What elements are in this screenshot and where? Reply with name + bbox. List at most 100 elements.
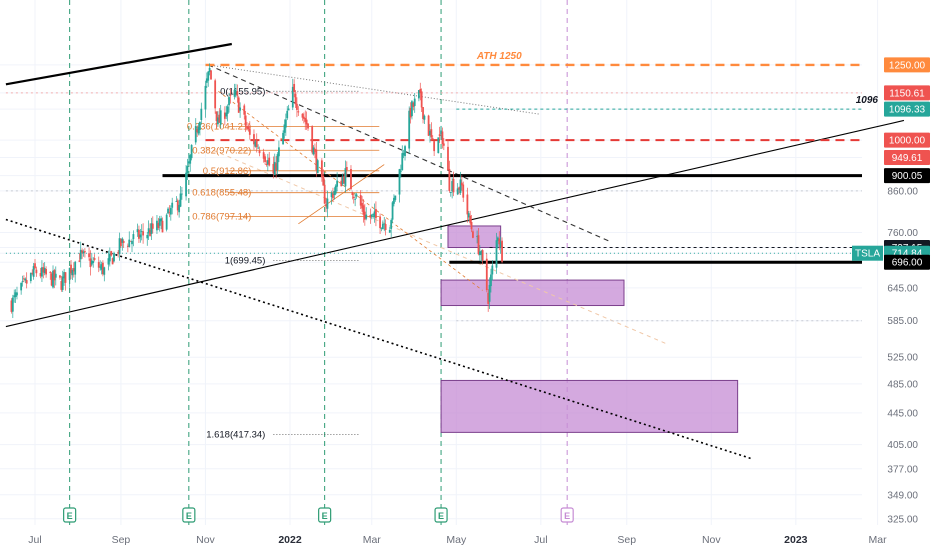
candle-body: [352, 196, 355, 198]
y-tick-label: 405.00: [887, 440, 918, 451]
candle-body: [448, 168, 451, 191]
price-badges: 1250.00 1150.61 1096.33 1000.00 949.61 900.05…: [852, 57, 930, 270]
candle-body: [265, 163, 268, 165]
candle-body: [333, 190, 336, 195]
candle-body: [243, 105, 246, 115]
candle-body: [302, 116, 305, 119]
candle-body: [237, 97, 240, 113]
candle-body: [208, 67, 211, 73]
candle-body: [228, 97, 230, 106]
earnings-marker[interactable]: E: [182, 507, 196, 523]
candle-body: [401, 153, 404, 171]
candle-body: [138, 229, 140, 239]
candle-body: [264, 156, 266, 162]
earnings-marker[interactable]: E: [63, 507, 77, 523]
price-badge: [884, 85, 930, 101]
candle-body: [447, 146, 449, 171]
candle-body: [369, 214, 372, 218]
candle-body: [372, 213, 375, 215]
candle-body: [132, 234, 135, 240]
candle-body: [311, 126, 314, 153]
candle-body: [438, 134, 441, 136]
candle-body: [398, 169, 401, 195]
candle-body: [470, 222, 473, 230]
candle-body: [442, 143, 445, 146]
fib-label: 1(699.45): [225, 256, 266, 267]
x-tick-label: May: [446, 534, 467, 546]
candle-body: [462, 184, 465, 198]
candle-body: [167, 208, 169, 214]
candle-body: [323, 184, 326, 204]
candle-body: [361, 203, 363, 209]
candle-body: [25, 280, 28, 284]
candle-body: [102, 262, 104, 275]
candle-body: [314, 148, 316, 152]
candle-body: [459, 179, 462, 193]
candle-body: [175, 201, 178, 202]
candle-body: [108, 253, 111, 262]
candle-body: [32, 266, 35, 277]
candle-body: [315, 149, 318, 171]
candle-body: [495, 240, 498, 268]
candle-body: [501, 240, 503, 262]
candle-body: [179, 193, 182, 207]
price-badge-label: 949.61: [892, 153, 923, 164]
candle-body: [286, 110, 289, 119]
candle-body: [205, 78, 208, 83]
earnings-marker[interactable]: E: [560, 507, 574, 523]
candle-body: [128, 239, 131, 247]
fib-diagonal: [218, 90, 483, 291]
candle-body: [499, 242, 502, 247]
candle-body: [81, 250, 84, 253]
candle-body: [156, 220, 158, 231]
candle-body: [16, 292, 18, 296]
earnings-marker[interactable]: E: [318, 507, 332, 523]
candle-body: [388, 229, 391, 233]
earnings-marker[interactable]: E: [434, 507, 448, 523]
y-tick-label: 445.00: [887, 408, 918, 419]
candle-body: [291, 86, 294, 108]
candle-body: [10, 300, 13, 312]
candle-body: [488, 284, 491, 302]
candle-body: [350, 168, 352, 190]
candle-body: [363, 211, 366, 220]
candle-body: [147, 228, 150, 234]
candle-body: [383, 223, 386, 225]
fibonacci-retracement: 0(1155.95) 0.236(1041.21) 0.382(970.22) 0.5…: [187, 86, 483, 441]
candle-body: [355, 194, 358, 197]
candle-body: [204, 85, 207, 110]
candle-body: [185, 172, 187, 197]
candle-body: [304, 117, 307, 122]
candle-body: [215, 111, 218, 122]
candle-body: [219, 110, 222, 125]
earnings-badge: [63, 507, 77, 523]
price-badge: [884, 57, 930, 73]
price-badge-label: 714.84: [892, 249, 923, 260]
candle-body: [467, 213, 470, 218]
candle-body: [413, 98, 416, 106]
candle-body: [70, 264, 72, 274]
candle-body: [296, 103, 298, 110]
price-badge-label: 1250.00: [889, 60, 926, 71]
candle-body: [181, 193, 183, 195]
candle-body: [118, 238, 121, 255]
candle-body: [71, 269, 74, 276]
candle-body: [253, 134, 255, 145]
candle-body: [307, 123, 309, 129]
candle-body: [373, 211, 376, 218]
candle-body: [320, 160, 323, 178]
candle-body: [41, 267, 43, 277]
fib-diagonal: [298, 164, 385, 225]
candle-body: [379, 216, 381, 229]
candle-body: [217, 117, 219, 125]
candle-body: [31, 272, 34, 274]
candle-body: [113, 253, 115, 262]
candle-body: [52, 270, 54, 288]
candle-body: [110, 251, 113, 256]
price-badge-label: 900.05: [892, 171, 923, 182]
candle-body: [111, 258, 114, 265]
candle-body: [272, 163, 275, 174]
candle-body: [380, 227, 383, 229]
